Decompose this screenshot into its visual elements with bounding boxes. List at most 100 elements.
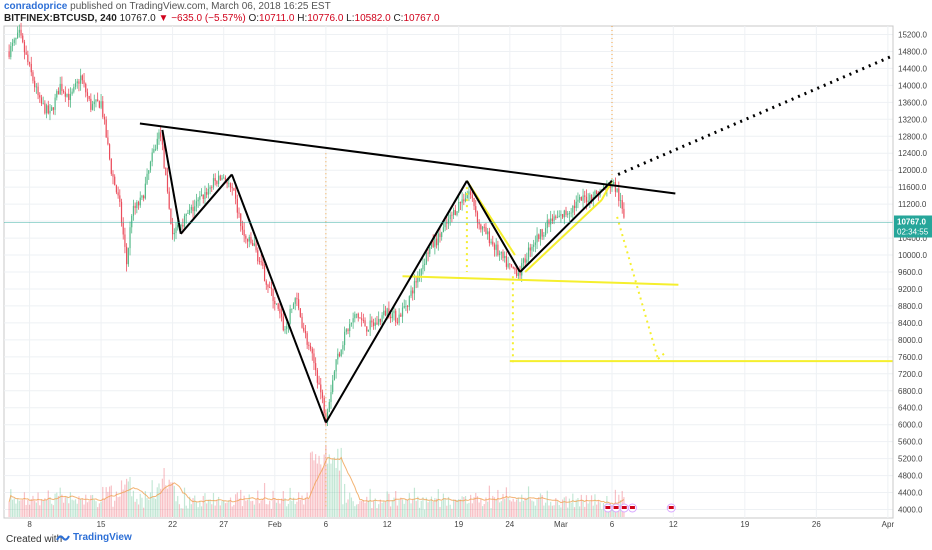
volume-bar	[83, 504, 85, 517]
volume-bar	[270, 508, 272, 517]
candle-body	[45, 105, 48, 114]
candle-body	[590, 194, 593, 201]
volume-bar	[313, 460, 315, 517]
volume-bar	[219, 505, 221, 517]
volume-bar	[298, 492, 300, 517]
candle-body	[158, 132, 160, 139]
volume-bar	[602, 503, 605, 517]
volume-bar	[37, 492, 39, 517]
candle-body	[453, 209, 455, 216]
volume-bar	[340, 447, 342, 517]
volume-bar	[137, 504, 140, 517]
candle-body	[275, 303, 278, 305]
black-trend-line	[519, 180, 613, 273]
volume-bar	[280, 498, 283, 517]
price-tick-label: 14400.0	[898, 64, 927, 73]
volume-bar	[355, 504, 358, 517]
candle-body	[408, 296, 410, 307]
volume-bar	[333, 457, 335, 517]
volume-bar	[560, 507, 562, 517]
volume-bar	[393, 497, 395, 517]
volume-bar	[253, 504, 255, 517]
candle-body	[182, 224, 184, 227]
candle-body	[410, 290, 412, 297]
candle-body	[439, 233, 441, 238]
candle-body	[425, 252, 427, 264]
candle-body	[378, 318, 380, 325]
volume-bar	[81, 498, 83, 517]
volume-bar	[8, 501, 10, 517]
volume-bar	[441, 501, 443, 517]
candle-body	[575, 201, 577, 209]
candle-body	[240, 213, 242, 227]
volume-bar	[401, 499, 404, 517]
candle-body	[386, 308, 388, 316]
candle-body	[226, 182, 228, 184]
volume-bar	[149, 492, 152, 517]
volume-bar	[320, 464, 322, 517]
volume-bar	[180, 508, 182, 517]
candle-body	[400, 314, 402, 317]
volume-bar	[294, 504, 296, 517]
volume-bar	[189, 496, 191, 517]
candle-body	[326, 411, 329, 422]
author-link[interactable]: conradoprice	[4, 1, 68, 12]
volume-bar	[23, 492, 26, 517]
candle-body	[95, 99, 97, 102]
volume-bar	[71, 499, 73, 517]
price-tick-label: 13600.0	[898, 98, 927, 107]
candle-body	[292, 303, 295, 309]
candle-body	[248, 237, 250, 242]
volume-bar	[56, 492, 58, 517]
candle-body	[110, 158, 112, 174]
price-tick-label: 9200.0	[898, 285, 923, 294]
volume-bars	[8, 445, 625, 517]
volume-bar	[541, 495, 543, 517]
published-text: published on TradingView.com, March 06, …	[70, 1, 331, 12]
candle-body	[463, 199, 465, 202]
footer: Created with TradingView	[0, 528, 932, 550]
candle-body	[175, 227, 177, 233]
candle-body	[277, 303, 279, 309]
flag-icon	[629, 506, 635, 509]
volume-bar	[226, 502, 228, 517]
price-tick-label: 11200.0	[898, 200, 927, 209]
volume-bar	[594, 494, 596, 517]
candle-body	[189, 209, 191, 214]
volume-bar	[596, 504, 598, 517]
volume-bar	[238, 498, 240, 517]
volume-bar	[296, 501, 298, 517]
grid	[3, 25, 894, 519]
volume-bar	[555, 498, 557, 517]
volume-bar	[354, 506, 356, 517]
volume-bar	[587, 503, 589, 517]
candle-body	[354, 314, 356, 319]
price-tick-label: 13200.0	[898, 115, 927, 124]
volume-bar	[381, 502, 383, 517]
volume-bar	[590, 495, 593, 517]
yellow-trend-line	[600, 180, 613, 201]
candle-body	[507, 263, 509, 267]
volume-bar	[97, 507, 99, 517]
volume-bar	[572, 493, 574, 517]
volume-bar	[212, 492, 215, 517]
volume-bar	[28, 504, 31, 517]
candle-body	[296, 298, 298, 300]
volume-bar	[567, 507, 569, 517]
candle-body	[449, 214, 451, 220]
candle-body	[481, 226, 484, 230]
volume-bar	[44, 498, 46, 517]
volume-bar	[442, 493, 444, 517]
volume-bar	[384, 501, 387, 517]
tradingview-brand[interactable]: TradingView	[56, 532, 132, 543]
volume-bar	[369, 488, 371, 517]
symbol-label[interactable]: BITFINEX:BTCUSD, 240	[4, 13, 117, 24]
candle-body	[93, 101, 95, 105]
candle-body	[401, 307, 404, 317]
volume-bar	[194, 495, 196, 517]
volume-bar	[579, 506, 581, 517]
candle-body	[527, 247, 530, 260]
candle-body	[255, 243, 257, 251]
candle-body	[27, 54, 29, 63]
